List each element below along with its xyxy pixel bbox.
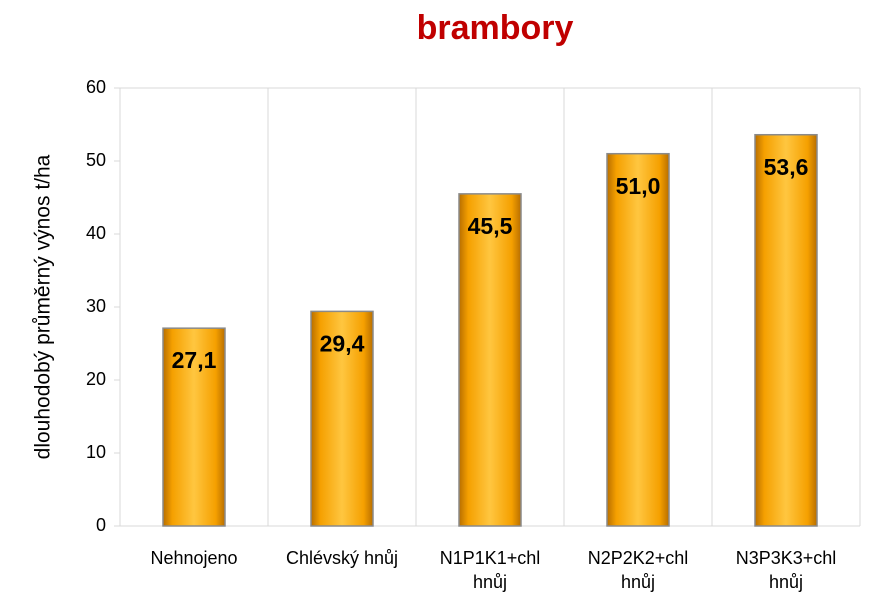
y-tick-label: 50: [86, 150, 106, 170]
x-tick-label: Nehnojeno: [150, 548, 238, 568]
data-label: 45,5: [468, 213, 513, 239]
x-tick-label: N2P2K2+chl hnůj: [587, 548, 689, 592]
data-label: 53,6: [764, 154, 809, 180]
bar: [606, 152, 670, 527]
data-label: 51,0: [616, 173, 661, 199]
y-tick-label: 60: [86, 77, 106, 97]
data-label: 27,1: [172, 347, 217, 373]
bar: [310, 310, 374, 527]
x-tick-label: Chlévský hnůj: [285, 548, 399, 568]
y-tick-label: 30: [86, 296, 106, 316]
y-axis-label: dlouhodobý průměrný výnos t/ha: [32, 154, 55, 459]
data-label: 29,4: [320, 330, 365, 356]
chart-title: brambory: [417, 9, 574, 47]
y-tick-label: 10: [86, 442, 106, 462]
bar: [754, 133, 818, 527]
y-tick-label: 40: [86, 223, 106, 243]
x-tick-label: N1P1K1+chl hnůj: [439, 548, 541, 592]
bar: [458, 193, 522, 527]
y-tick-label: 20: [86, 369, 106, 389]
bar: [162, 327, 226, 527]
y-tick-label: 0: [96, 515, 106, 535]
x-tick-label: N3P3K3+chl hnůj: [735, 548, 837, 592]
